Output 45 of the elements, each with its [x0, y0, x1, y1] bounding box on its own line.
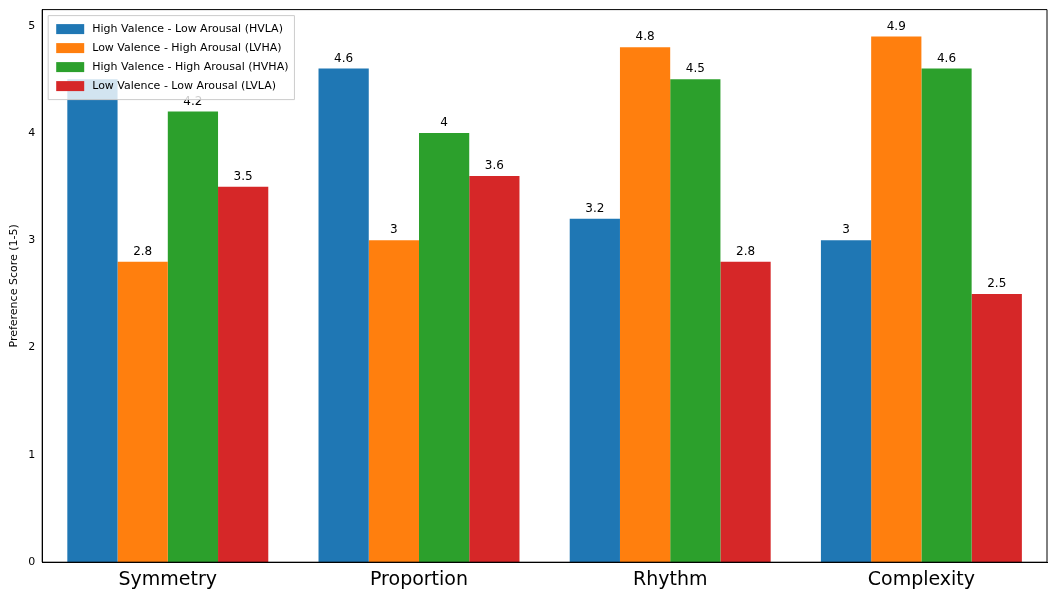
bar [619, 47, 671, 563]
bar [871, 36, 922, 563]
data-label: 3 [842, 222, 850, 237]
bar [419, 133, 470, 563]
data-label: 3.2 [585, 200, 605, 215]
x-tick-label: Rhythm [632, 566, 708, 589]
y-tick-label: 0 [28, 555, 36, 569]
legend-label: High Valence - High Arousal (HVHA) [92, 59, 289, 73]
bar [971, 293, 1022, 563]
legend-label: High Valence - Low Arousal (HVLA) [92, 21, 283, 35]
bar [318, 68, 369, 563]
legend-label: Low Valence - Low Arousal (LVLA) [92, 78, 276, 92]
data-label: 3.6 [484, 158, 504, 173]
data-label: 3 [390, 222, 398, 237]
data-label: 4.9 [886, 18, 906, 33]
y-tick-label: 1 [28, 447, 36, 461]
x-tick-label: Complexity [867, 566, 976, 589]
legend-label: Low Valence - High Arousal (LVHA) [92, 40, 282, 54]
y-axis-title: Preference Score (1-5) [7, 224, 21, 348]
bar [117, 261, 168, 563]
bar [670, 79, 721, 563]
x-tick-label: Proportion [369, 566, 469, 589]
bar [569, 218, 620, 563]
y-tick-label: 3 [28, 233, 36, 247]
data-label: 4.6 [936, 50, 957, 65]
data-label: 4 [440, 115, 448, 130]
bar [720, 261, 771, 563]
data-label: 2.8 [133, 243, 153, 258]
bar [921, 68, 972, 563]
data-label: 2.5 [987, 276, 1007, 291]
data-label: 4.5 [685, 61, 705, 76]
y-tick-label: 4 [28, 125, 36, 139]
bar [167, 111, 219, 563]
data-label: 4.8 [635, 29, 655, 44]
data-label: 4.2 [183, 93, 203, 108]
y-tick-label: 2 [28, 340, 36, 354]
data-label: 3.5 [233, 168, 253, 183]
data-label: 2.8 [736, 243, 756, 258]
bar [218, 186, 269, 563]
data-label: 4.6 [334, 50, 354, 65]
bar [469, 175, 520, 563]
x-tick-label: Symmetry [118, 566, 218, 589]
y-tick-label: 5 [28, 18, 36, 32]
bar [820, 240, 872, 563]
bar [368, 240, 419, 563]
